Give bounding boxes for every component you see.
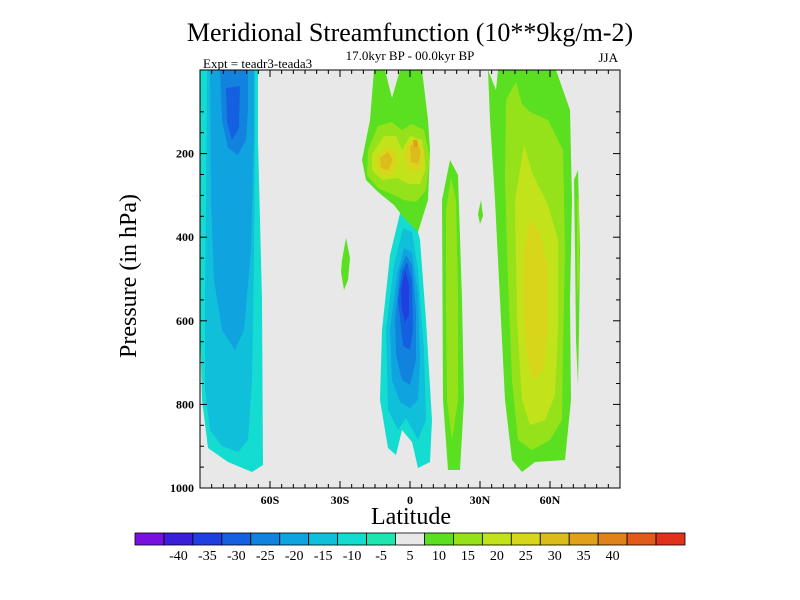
- colorbar-label: -10: [343, 549, 362, 564]
- contour-neg-30-south: [226, 86, 240, 140]
- colorbar-swatch: [192, 532, 223, 546]
- colorbar-swatch: [221, 532, 252, 546]
- colorbar-swatch: [539, 532, 570, 546]
- colorbar-swatch: [163, 532, 194, 546]
- colorbar-label: -5: [375, 549, 387, 564]
- chart-title: Meridional Streamfunction (10**9kg/m-2): [187, 18, 633, 47]
- contour-pos-25-b: [410, 142, 421, 164]
- colorbar-label: 30: [548, 549, 562, 564]
- colorbar-label: 35: [577, 549, 591, 564]
- colorbar-swatch: [568, 532, 599, 546]
- contour-pos-25-a: [380, 152, 393, 170]
- y-axis-ticks: 200 400 600 800 1000: [170, 111, 620, 495]
- colorbar-swatch: [395, 532, 425, 546]
- contour-pos-5-patch-sh: [341, 238, 350, 290]
- y-tick-label: 600: [176, 314, 194, 328]
- x-tick-label: 30N: [470, 493, 491, 507]
- colorbar-swatch: [424, 532, 454, 546]
- experiment-label: Expt = teadr3-teada3: [203, 56, 312, 71]
- y-tick-label: 1000: [170, 481, 194, 495]
- contour-neg-35-eq: [401, 270, 409, 322]
- colorbar-label: -25: [256, 549, 275, 564]
- x-axis-ticks: 60S 30S 0 30N 60N: [211, 70, 609, 507]
- colorbar-label: -35: [198, 549, 217, 564]
- colorbar-swatch: [626, 532, 657, 546]
- y-tick-label: 800: [176, 397, 194, 411]
- colorbar-swatch: [250, 532, 281, 546]
- contour-pos-10-streak: [577, 196, 579, 300]
- x-tick-label: 60N: [540, 493, 561, 507]
- colorbar: -40 -35 -30 -25 -20 -15 -10 -5 5 10 15 20 25 30 35 40: [134, 532, 686, 564]
- colorbar-swatch: [337, 532, 367, 546]
- chart-subtitle: 17.0kyr BP - 00.0kyr BP: [346, 48, 475, 63]
- colorbar-swatch: [510, 532, 541, 546]
- x-tick-label: 60S: [261, 493, 280, 507]
- y-tick-label: 400: [176, 230, 194, 244]
- colorbar-swatch: [453, 532, 483, 546]
- colorbar-swatch: [279, 532, 310, 546]
- colorbar-swatch: [655, 532, 686, 546]
- contour-pos-10-subtrop: [446, 178, 458, 440]
- y-axis-label: Pressure (in hPa): [116, 194, 142, 358]
- colorbar-swatch: [597, 532, 628, 546]
- colorbar-swatch: [134, 532, 165, 546]
- y-tick-label: 200: [176, 147, 194, 161]
- colorbar-swatch: [308, 532, 339, 546]
- colorbar-label: -40: [169, 549, 188, 564]
- colorbar-swatch: [481, 532, 512, 546]
- colorbar-label: -20: [285, 549, 304, 564]
- colorbar-label: 40: [606, 549, 620, 564]
- contour-pos-5-patch-nh: [478, 200, 483, 224]
- colorbar-label: -30: [227, 549, 246, 564]
- colorbar-label: -15: [314, 549, 333, 564]
- colorbar-label: 15: [461, 549, 475, 564]
- colorbar-label: 20: [490, 549, 504, 564]
- colorbar-label: 10: [432, 549, 446, 564]
- x-tick-label: 0: [407, 493, 413, 507]
- x-tick-label: 30S: [331, 493, 350, 507]
- colorbar-label: 25: [519, 549, 533, 564]
- contour-pos-30-b: [413, 140, 418, 148]
- colorbar-label: 5: [407, 549, 414, 564]
- colorbar-swatch: [366, 532, 396, 546]
- x-axis-label: Latitude: [371, 504, 451, 530]
- season-label: JJA: [598, 50, 618, 65]
- contour-fields: [200, 70, 580, 472]
- contour-pos-20-mid: [523, 220, 548, 380]
